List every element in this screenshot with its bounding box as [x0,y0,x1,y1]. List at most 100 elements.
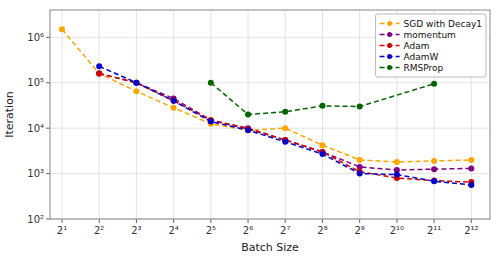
series-marker [245,127,251,133]
series-marker [357,104,363,110]
x-tick [471,219,472,223]
y-grid-line [50,82,490,83]
series-marker [468,157,474,163]
series-marker [282,109,288,115]
series-marker [468,182,474,188]
series-marker [96,63,102,69]
series-marker [431,81,437,87]
y-tick [46,219,50,220]
series-marker [96,70,102,76]
series-marker [431,166,437,172]
series-marker [208,80,214,86]
x-tick [285,219,286,223]
legend-marker [387,32,392,37]
x-axis-label: Batch Size [241,241,299,254]
x-tick-label: 2⁹ [354,225,364,236]
series-marker [394,172,400,178]
y-tick-label: 10² [27,214,44,225]
x-tick [248,219,249,223]
x-tick-label: 2³ [131,225,141,236]
legend-label: momentum [404,30,456,40]
x-tick-label: 2⁶ [243,225,253,236]
x-tick [322,219,323,223]
x-grid-line [173,10,174,219]
x-tick-label: 2⁸ [317,225,327,236]
chart: 2¹2²2³2⁴2⁵2⁶2⁷2⁸2⁹2¹⁰2¹¹2¹²10²10³10⁴10⁵1… [0,0,500,257]
series-marker [319,151,325,157]
series-marker [96,70,102,76]
x-tick-label: 2¹ [57,225,67,236]
x-tick [61,219,62,223]
x-grid-line [61,10,62,219]
y-axis-label: Iteration [3,91,16,138]
legend: SGD with Decay1momentumAdamAdamWRMSProp [376,14,486,77]
legend-marker [387,65,392,70]
x-tick [359,219,360,223]
x-tick-label: 2⁵ [206,225,216,236]
y-tick-label: 10⁶ [27,32,44,43]
legend-label: AdamW [404,52,439,62]
legend-label: Adam [404,41,430,51]
series-line [62,29,471,162]
series-marker [171,105,177,111]
x-tick-label: 2⁷ [280,225,290,236]
x-tick-label: 2¹¹ [427,225,441,236]
y-grid-line [50,173,490,174]
y-tick [46,173,50,174]
series-marker [171,98,177,104]
series-marker [245,112,251,118]
plot-area [50,10,490,219]
series-marker [394,159,400,165]
legend-marker [387,21,392,26]
series-marker [357,171,363,177]
y-tick [46,128,50,129]
series-marker [208,119,214,125]
y-tick [46,82,50,83]
series-line [99,73,471,170]
x-grid-line [99,10,100,219]
legend-label: SGD with Decay1 [404,19,482,29]
x-tick [210,219,211,223]
x-tick [136,219,137,223]
x-grid-line [210,10,211,219]
series-marker [431,178,437,184]
series-marker [59,26,65,32]
series-group [59,26,474,188]
x-tick [396,219,397,223]
series-marker [133,80,139,86]
y-tick-label: 10⁴ [27,123,44,134]
x-tick-label: 2² [94,225,104,236]
series-marker [133,80,139,86]
x-tick-label: 2¹² [464,225,478,236]
x-grid-line [136,10,137,219]
series-marker [319,142,325,148]
series-marker [133,80,139,86]
series-line [99,73,471,182]
series-line [211,83,434,115]
series-marker [431,178,437,184]
legend-label: RMSProp [404,63,444,73]
y-tick-label: 10⁵ [27,77,44,88]
series-marker [282,125,288,131]
series-marker [282,139,288,145]
series-marker [357,157,363,163]
series-marker [468,165,474,171]
y-tick [46,37,50,38]
legend-box [376,14,486,77]
series-marker [319,103,325,109]
series-marker [245,127,251,133]
x-grid-line [359,10,360,219]
legend-marker [387,43,392,48]
series-marker [96,70,102,76]
x-tick [99,219,100,223]
grid [50,10,490,219]
x-tick [434,219,435,223]
x-tick [173,219,174,223]
series-line [99,66,471,185]
x-tick-label: 2⁴ [168,225,178,236]
axes: 2¹2²2³2⁴2⁵2⁶2⁷2⁸2⁹2¹⁰2¹¹2¹²10²10³10⁴10⁵1… [3,10,490,254]
x-grid-line [322,10,323,219]
y-grid-line [50,128,490,129]
series-marker [431,158,437,164]
series-marker [133,88,139,94]
